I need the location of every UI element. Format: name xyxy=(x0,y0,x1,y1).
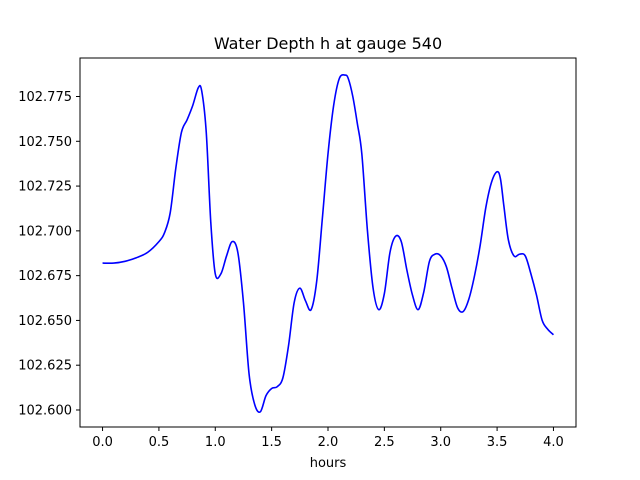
y-tick-label: 102.600 xyxy=(18,403,72,418)
y-tick-label: 102.700 xyxy=(18,224,72,239)
series-line-0 xyxy=(102,74,555,413)
plot-frame xyxy=(79,57,577,428)
x-tick-label: 0.0 xyxy=(92,435,113,450)
y-tick-label: 102.725 xyxy=(18,180,72,195)
y-tick-label: 102.750 xyxy=(18,135,72,150)
chart-title: Water Depth h at gauge 540 xyxy=(214,34,442,53)
x-tick-label: 3.0 xyxy=(430,435,451,450)
x-tick-label: 4.0 xyxy=(543,435,564,450)
x-tick-label: 2.0 xyxy=(318,435,339,450)
y-tick-label: 102.650 xyxy=(18,314,72,329)
series-layer xyxy=(102,74,555,413)
ticks-layer: 0.0 0.5 1.0 1.5 2.0 2.5 3.0 3.5 4.0 102.600 102.62… xyxy=(18,90,564,450)
x-tick-label: 1.5 xyxy=(261,435,282,450)
x-tick-label: 2.5 xyxy=(374,435,395,450)
y-tick-label: 102.625 xyxy=(18,359,72,374)
x-tick-label: 1.0 xyxy=(205,435,226,450)
x-axis-label: hours xyxy=(310,456,347,471)
y-tick-label: 102.675 xyxy=(18,269,72,284)
x-tick-label: 0.5 xyxy=(149,435,170,450)
y-tick-label: 102.775 xyxy=(18,90,72,105)
x-tick-label: 3.5 xyxy=(487,435,508,450)
